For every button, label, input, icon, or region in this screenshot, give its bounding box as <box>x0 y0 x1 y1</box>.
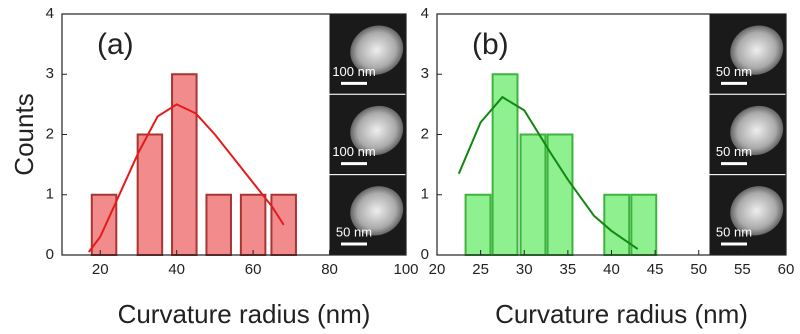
y-tick-label: 1 <box>46 186 54 203</box>
bar <box>206 195 231 255</box>
y-tick-label: 1 <box>421 186 429 203</box>
bar <box>92 195 117 255</box>
y-tick-label: 4 <box>421 5 429 22</box>
bar <box>631 195 656 255</box>
x-tick-label: 45 <box>647 261 664 278</box>
x-tick-label: 40 <box>168 261 185 278</box>
inset-scale-label: 50 nm <box>716 144 752 159</box>
bar <box>521 135 546 256</box>
x-tick-label: 40 <box>603 261 620 278</box>
figure: 100 nm 100 nm 50 nm 0 1 2 3 4 20 40 60 80 100 (a) Curv… <box>0 0 800 334</box>
x-tick-label: 60 <box>245 261 262 278</box>
y-tick-label: 2 <box>421 125 429 142</box>
bar <box>493 74 518 255</box>
y-tick-label: 4 <box>46 5 54 22</box>
x-tick-label: 35 <box>560 261 577 278</box>
x-tick-label: 100 <box>393 261 418 278</box>
panel-label: (a) <box>97 28 134 61</box>
x-tick-label: 80 <box>321 261 338 278</box>
panel-label: (b) <box>472 28 509 61</box>
inset-scale-label: 50 nm <box>716 64 752 79</box>
y-tick-label: 3 <box>421 65 429 82</box>
bar <box>466 195 491 255</box>
x-tick-label: 25 <box>472 261 489 278</box>
y-axis-title: Counts <box>9 93 39 175</box>
x-axis-title: Curvature radius (nm) <box>118 299 371 329</box>
y-tick-label: 2 <box>46 125 54 142</box>
bar <box>604 195 629 255</box>
inset-scale-label: 50 nm <box>716 224 752 239</box>
x-tick-label: 30 <box>516 261 533 278</box>
inset-scale-label: 50 nm <box>336 224 372 239</box>
y-tick-label: 3 <box>46 65 54 82</box>
y-tick-label: 0 <box>46 246 54 263</box>
inset-scale-label: 100 nm <box>332 64 375 79</box>
bar <box>241 195 266 255</box>
x-tick-label: 20 <box>92 261 109 278</box>
x-tick-label: 55 <box>734 261 751 278</box>
x-tick-label: 50 <box>690 261 707 278</box>
x-axis-title: Curvature radius (nm) <box>495 299 748 329</box>
bar <box>138 135 163 256</box>
inset-scale-label: 100 nm <box>332 144 375 159</box>
x-tick-label: 20 <box>429 261 446 278</box>
x-tick-label: 60 <box>778 261 795 278</box>
bar <box>172 74 197 255</box>
